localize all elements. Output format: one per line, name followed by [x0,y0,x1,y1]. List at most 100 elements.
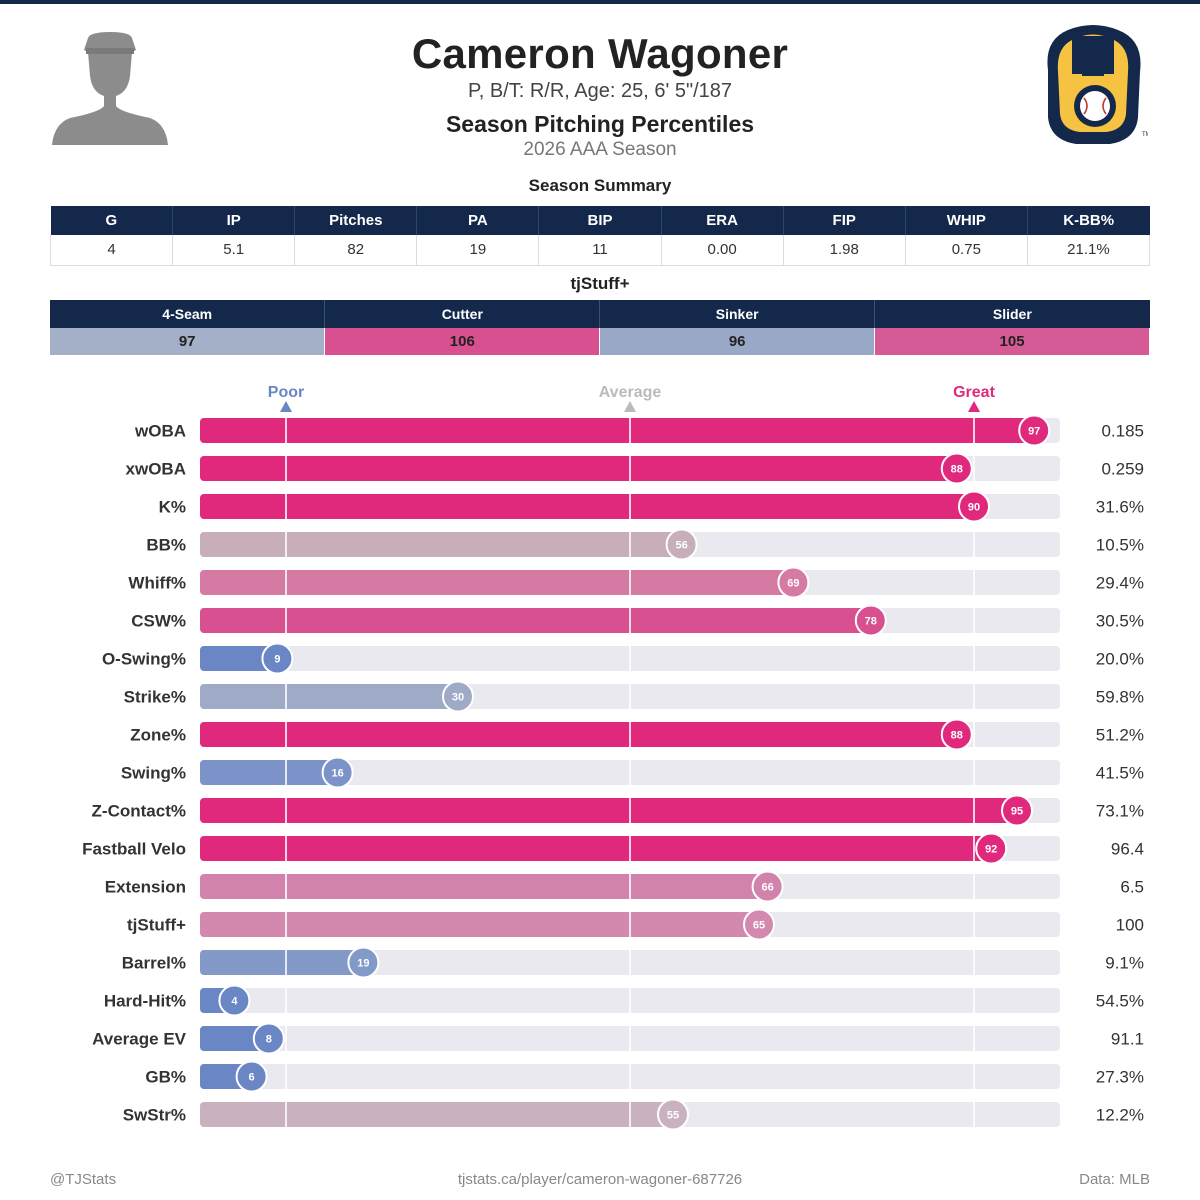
metric-value: 9.1% [1105,954,1144,973]
pitch-type-header: Slider [874,300,1150,328]
summary-value-cell: 82 [294,235,418,266]
percentile-label: 56 [675,540,687,552]
marker-triangle-icon [968,401,980,412]
metric-value: 6.5 [1120,878,1144,897]
percentile-circle [252,1022,285,1055]
percentile-label: 8 [266,1034,272,1046]
summary-header-cell: Pitches [294,206,418,235]
summary-header-cell: FIP [783,206,906,235]
metric-value: 31.6% [1096,498,1144,517]
metric-value: 12.2% [1096,1106,1144,1125]
percentile-bar [200,722,957,747]
percentile-bar [200,950,364,975]
metric-label: Strike% [124,688,186,707]
percentile-circle [743,908,775,941]
summary-header-cell: ERA [661,206,784,235]
metric-label: Fastball Velo [82,840,186,859]
percentile-circle [940,452,973,485]
pitch-stuff-value: 106 [324,328,601,355]
percentile-bar [200,456,957,481]
summary-value-cell: 19 [416,235,540,266]
metric-label: Hard-Hit% [104,992,186,1011]
metric-value: 54.5% [1096,992,1144,1011]
metric-label: BB% [146,536,186,555]
player-silhouette-icon [52,32,168,145]
metric-label: K% [159,498,186,517]
percentile-bar [200,1102,673,1127]
footer-source: Data: MLB [1079,1171,1150,1188]
pitch-type-header: Sinker [599,300,876,328]
pitch-stuff-value: 105 [874,328,1150,355]
percentile-circle [958,490,990,523]
percentile-bar [200,646,278,671]
percentile-circle [1018,414,1051,447]
percentile-bar [200,608,871,633]
summary-value-cell: 0.00 [660,235,784,266]
season-summary-table: G IP Pitches PA BIP ERA FIP WHIP K-BB% 4 5.1 82 19 1… [49,206,1151,266]
percentile-circle [442,680,474,713]
summary-value-cell: 11 [538,235,662,266]
report-title: Season Pitching Percentiles [445,111,755,137]
percentile-label: 16 [331,768,343,780]
metric-value: 96.4 [1111,840,1144,859]
metric-value: 51.2% [1096,726,1144,745]
percentile-bar [200,760,338,785]
pitch-stuff-value: 97 [50,328,326,355]
percentile-label: 88 [951,464,963,476]
marker-triangle-icon [624,401,636,412]
percentile-circle [657,1098,689,1131]
metric-label: wOBA [134,422,186,441]
percentile-bar [200,684,458,709]
metric-value: 29.4% [1096,574,1144,593]
percentile-circle [751,870,784,903]
pitch-stuff-value: 96 [599,328,876,355]
summary-value-cell: 1.98 [782,235,906,266]
metric-value: 0.259 [1101,460,1144,479]
metric-value: 73.1% [1096,802,1144,821]
metric-label: Barrel% [122,954,186,973]
metric-label: Z-Contact% [92,802,186,821]
brewers-logo-icon: TM [1047,25,1148,144]
percentile-bar [200,912,759,937]
player-bio: P, B/T: R/R, Age: 25, 6' 5"/187 [467,80,733,102]
pitch-type-header: Cutter [324,300,601,328]
metric-value: 27.3% [1096,1068,1144,1087]
metric-value: 30.5% [1096,612,1144,631]
percentile-circle [1001,794,1033,827]
metric-value: 91.1 [1111,1030,1144,1049]
top-rule [0,0,1200,4]
metric-label: GB% [145,1068,186,1087]
percentile-bar [200,494,974,519]
metric-label: Whiff% [128,574,186,593]
summary-value-cell: 5.1 [172,235,296,266]
percentile-circle [235,1060,268,1093]
metric-value: 0.185 [1101,422,1144,441]
percentile-label: 97 [1028,426,1040,438]
percentile-label: 95 [1011,806,1023,818]
percentile-chart: Poor Average Great wOBA 0.185 xwOBA 0.259 K% 31.… [82,384,1144,1131]
summary-header-cell: PA [416,206,540,235]
percentile-circle [218,984,251,1017]
metric-label: SwStr% [123,1106,186,1125]
percentile-circle [854,604,887,637]
percentile-bar [200,1026,269,1051]
percentile-label: 66 [761,882,773,894]
metric-label: O-Swing% [102,650,186,669]
summary-title: Season Summary [528,176,672,195]
percentile-circle [975,832,1008,865]
percentile-bar [200,798,1017,823]
report-subtitle: 2026 AAA Season [523,139,677,160]
summary-value-cell: 4 [49,235,174,266]
percentile-bar [200,532,682,557]
tjstuff-table: 4-Seam Cutter Sinker Slider 97 106 96 105 [50,300,1150,355]
percentile-label: 88 [951,730,963,742]
footer-url[interactable]: tjstats.ca/player/cameron-wagoner-687726 [457,1171,743,1188]
metric-value: 10.5% [1096,536,1144,555]
metric-value: 20.0% [1096,650,1144,669]
metric-label: Extension [105,878,186,897]
metric-value: 100 [1116,916,1144,935]
summary-header-cell: IP [172,206,296,235]
percentile-label: 55 [667,1110,679,1122]
metric-label: Swing% [121,764,186,783]
summary-header-cell: K-BB% [1027,206,1150,235]
